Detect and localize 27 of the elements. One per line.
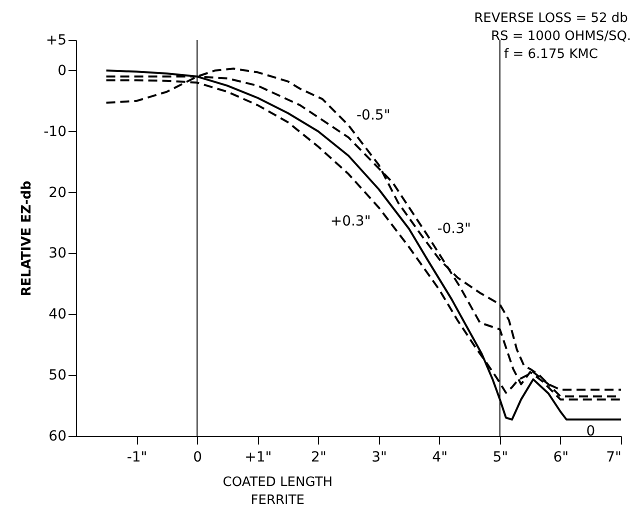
- text: REVERSE LOSS = 52 db: [474, 11, 628, 26]
- x-tick-label: 4": [432, 450, 448, 466]
- x-tick-label: 6": [553, 450, 569, 466]
- text: FERRITE: [250, 493, 305, 508]
- y-tick-label: -10: [44, 124, 66, 140]
- y-tick-label: 60: [48, 428, 66, 444]
- y-axis-title: RELATIVE EZ-db: [20, 180, 35, 296]
- y-tick-label: 20: [48, 184, 66, 201]
- y-tick-label: 0: [58, 62, 66, 79]
- y-tick-label: 50: [48, 368, 66, 384]
- series-label: +0.3": [330, 214, 371, 230]
- x-tick-label: 7": [606, 450, 622, 466]
- annotation: RS = 1000 OHMS/SQ.: [490, 29, 632, 44]
- series-label: -0.3": [437, 220, 471, 237]
- x-tick-label: +1": [244, 450, 272, 466]
- x-tick-label: 2": [311, 450, 326, 466]
- series-label: 0: [586, 424, 596, 440]
- series-label: -0.5": [356, 107, 390, 124]
- x-tick-label: -1": [126, 450, 148, 466]
- text: COATED LENGTH: [222, 475, 333, 490]
- annotation: f = 6.175 KMC: [504, 47, 598, 62]
- x-tick-label: 0: [193, 450, 202, 466]
- x-tick-label: 5": [492, 450, 508, 466]
- y-tick-label: 40: [48, 306, 66, 323]
- y-tick-label: +5: [46, 32, 66, 48]
- y-tick-label: 30: [48, 246, 66, 262]
- x-tick-label: 3": [372, 450, 387, 466]
